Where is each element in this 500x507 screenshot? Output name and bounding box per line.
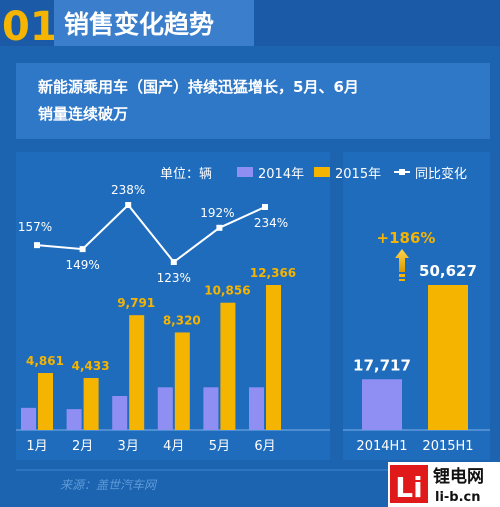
yoy-point-3: [125, 202, 132, 208]
series-2014-bars: [21, 387, 264, 430]
bar-2014-6: [249, 387, 264, 430]
unit-label: 单位：辆: [160, 167, 212, 182]
month-tick-6: 6月: [254, 439, 275, 454]
bar-2015-label-4: 8,320: [163, 313, 201, 327]
bar-2015-label-5: 10,856: [204, 284, 250, 298]
month-tick-4: 4月: [163, 439, 184, 454]
bar-2015-6: [266, 285, 281, 430]
bar-2014-2: [66, 409, 82, 430]
watermark-logo: Li 锂电网 li-b.cn: [388, 462, 500, 507]
monthly-panel: [16, 152, 330, 460]
bar-2014-3: [112, 395, 128, 430]
legend-label-yoy: 同比变化: [415, 166, 467, 182]
month-tick-1: 1月: [26, 439, 47, 454]
legend-marker-sample: [399, 169, 405, 175]
yoy-point-5: [216, 224, 223, 231]
bar-2014-4: [157, 387, 173, 430]
yoy-point-6: [262, 203, 268, 210]
subtitle-box: [16, 63, 490, 139]
legend-label-2014: 2014年: [258, 167, 304, 182]
legend-label-2015: 2015年: [335, 167, 381, 182]
bar-2015-label-6: 12,366: [250, 266, 296, 280]
bar-2015-5: [220, 302, 236, 430]
half-year-chart: 17,717 2014H1 50,627 2015H1: [353, 262, 477, 454]
watermark-badge: [390, 465, 428, 503]
bar-2015-label-1: 4,861: [26, 354, 64, 368]
yoy-label-1: 157%: [18, 220, 52, 234]
half-year-bar-1: [362, 379, 402, 430]
bar-2015-2: [83, 378, 99, 430]
bar-2015-3: [129, 315, 145, 430]
yoy-line-series: 157% 149% 238% 123% 192% 234%: [18, 183, 288, 285]
section-number: 01: [2, 4, 58, 50]
yoy-label-4: 123%: [157, 271, 191, 285]
section-title: 销售变化趋势: [64, 10, 214, 39]
yoy-label-2: 149%: [65, 258, 99, 272]
legend-swatch-2015: [314, 167, 330, 177]
bar-2015-label-3: 9,791: [117, 296, 155, 310]
yoy-point-1: [34, 242, 40, 249]
half-year-bar-label-2: 50,627: [419, 262, 477, 280]
bar-2015-4: [174, 332, 190, 430]
bar-2014-5: [203, 387, 219, 430]
growth-annotation: +186%: [377, 229, 436, 247]
half-year-bar-label-1: 17,717: [353, 356, 411, 374]
half-year-bar-2: [428, 285, 468, 430]
bar-2015-label-2: 4,433: [72, 359, 110, 373]
subtitle-line-1: 新能源乘用车（国产）持续迅猛增长，5月、6月: [38, 78, 359, 96]
legend: 单位：辆 2014年 2015年 同比变化: [160, 166, 467, 182]
legend-swatch-2014: [237, 167, 253, 177]
yoy-point-2: [79, 246, 86, 253]
yoy-label-5: 192%: [200, 206, 234, 220]
source-text: 来源：盖世汽车网: [60, 478, 158, 492]
yoy-point-4: [170, 259, 177, 265]
bar-2014-1: [21, 407, 36, 430]
half-year-tick-1: 2014H1: [356, 439, 407, 454]
watermark-name: 锂电网: [433, 466, 484, 487]
header-title-box: [54, 0, 254, 46]
yoy-line: [36, 203, 266, 264]
watermark-url: li-b.cn: [435, 490, 481, 505]
month-tick-labels: 1月 2月 3月 4月 5月 6月: [26, 439, 275, 454]
yoy-label-3: 238%: [111, 183, 145, 197]
bar-2015-1: [38, 373, 53, 430]
growth-arrow-icon: [395, 249, 409, 281]
month-tick-5: 5月: [209, 439, 230, 454]
half-year-tick-2: 2015H1: [422, 439, 473, 454]
yoy-label-6: 234%: [254, 216, 288, 230]
month-tick-2: 2月: [72, 439, 93, 454]
subtitle-line-2: 销量连续破万: [38, 105, 128, 123]
month-tick-3: 3月: [118, 439, 139, 454]
watermark-letters: Li: [395, 471, 422, 504]
